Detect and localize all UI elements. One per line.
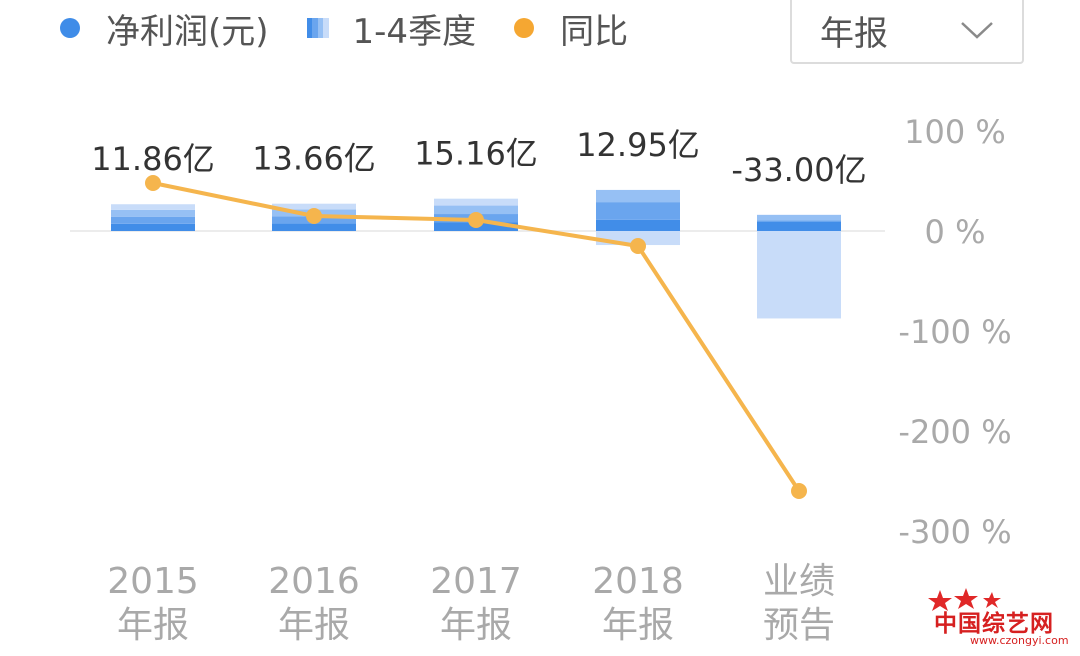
quarters-gradient-icon: [306, 18, 329, 38]
x-axis-category-label: 年报: [278, 605, 350, 646]
x-axis-category-label: 2015: [107, 561, 199, 602]
bar-value-label: -33.00亿: [731, 151, 866, 189]
legend-label-yoy: 同比: [560, 11, 629, 52]
watermark-url: www.czongyi.com: [970, 634, 1069, 647]
quarter-bar-segment: [434, 205, 518, 215]
quarter-bar-segment: [757, 231, 841, 319]
x-axis-category-label: 年报: [440, 605, 512, 646]
yoy-point: [468, 212, 484, 228]
x-axis-category-label: 2016: [268, 561, 360, 602]
x-axis-category-label: 2017: [430, 561, 522, 602]
x-axis-category-label: 年报: [602, 605, 674, 646]
period-select-value: 年报: [820, 13, 888, 54]
chevron-down-icon: [961, 22, 993, 39]
watermark-text: 中国综艺网: [934, 611, 1054, 637]
yoy-point: [791, 483, 807, 499]
yoy-point: [630, 238, 646, 254]
bar-value-label: 11.86亿: [91, 140, 215, 178]
y-axis-tick-label: 0 %: [925, 213, 986, 251]
quarter-bar-segment: [757, 221, 841, 231]
quarter-bar-segment: [111, 204, 195, 210]
y-axis-tick-label: 100 %: [904, 113, 1006, 151]
quarter-bar-segment: [272, 203, 356, 210]
x-axis-category-label: 预告: [763, 605, 835, 646]
bar-value-label: 13.66亿: [252, 140, 376, 178]
x-axis-category-label: 2018: [592, 561, 684, 602]
net-profit-dot-icon: [60, 18, 80, 38]
quarter-bar-segment: [111, 223, 195, 231]
legend-label-net-profit: 净利润(元): [106, 11, 269, 52]
watermark-logo: [928, 588, 1001, 611]
legend-item-quarters: 1-4季度: [306, 4, 477, 53]
legend-item-net-profit: 净利润(元): [60, 4, 269, 53]
quarter-bar-segment: [596, 202, 680, 220]
quarter-bar-segment: [757, 220, 841, 222]
y-axis-tick-label: -100 %: [898, 313, 1011, 351]
quarter-bar-segment: [272, 223, 356, 231]
quarter-bar-segment: [757, 214, 841, 221]
quarter-bar-segment: [596, 189, 680, 203]
yoy-point: [306, 208, 322, 224]
period-select[interactable]: 年报: [790, 0, 1024, 64]
quarter-bar-segment: [111, 209, 195, 217]
quarter-bar-segment: [111, 216, 195, 224]
legend-item-yoy: 同比: [514, 4, 628, 53]
yoy-dot-icon: [514, 18, 535, 38]
chart-legend: 净利润(元) 1-4季度 同比: [60, 0, 666, 56]
x-axis-category-label: 业绩: [763, 561, 835, 602]
x-axis-category-label: 年报: [117, 605, 189, 646]
quarter-bar-segment: [596, 219, 680, 231]
bar-value-label: 15.16亿: [414, 135, 538, 173]
y-axis-tick-label: -200 %: [898, 413, 1011, 451]
y-axis-tick-label: -300 %: [898, 513, 1011, 551]
legend-label-quarters: 1-4季度: [352, 11, 477, 52]
yoy-point: [145, 175, 161, 191]
quarter-bar-segment: [434, 198, 518, 206]
bar-value-label: 12.95亿: [576, 126, 700, 164]
